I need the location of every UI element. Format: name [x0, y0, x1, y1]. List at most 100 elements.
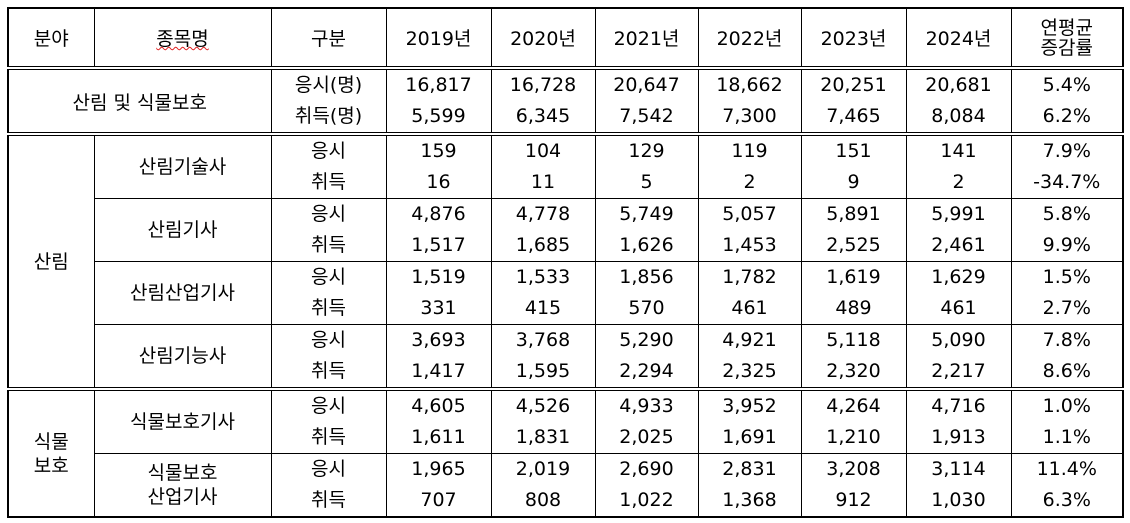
- value-cell: 4,605 1,611: [385, 388, 492, 454]
- cell-line: 1,517: [411, 234, 466, 256]
- header-cell: 2023년: [800, 7, 907, 70]
- header-cell: 종목명: [93, 7, 272, 70]
- cell-line: 4,876: [411, 203, 466, 225]
- header-line: 증감률: [1040, 36, 1093, 59]
- cell-line: 2.7%: [1042, 297, 1091, 319]
- value-cell: 2,831 1,368: [697, 453, 802, 518]
- value-cell: 2,690 1,022: [594, 453, 699, 518]
- cell-line: 8,084: [931, 105, 986, 127]
- value-cell: 3,114 1,030: [905, 453, 1012, 518]
- cell-line: 1,533: [515, 266, 571, 288]
- cell-line: 1.1%: [1042, 426, 1091, 448]
- item-cell: 산림기사: [93, 198, 272, 262]
- cell-line: 9.9%: [1042, 234, 1091, 256]
- value-cell: 18,662 7,300: [697, 67, 802, 136]
- cell-line: 3,768: [515, 329, 571, 351]
- item-line: 산림기사: [147, 219, 218, 241]
- cell-line: 취득: [311, 426, 346, 448]
- field-line: 산림: [33, 250, 69, 273]
- value-cell: 3,952 1,691: [697, 388, 802, 454]
- cell-line: 1.0%: [1042, 395, 1091, 417]
- cell-line: 1,453: [722, 234, 777, 256]
- item-cell: 산림기능사: [93, 324, 272, 391]
- cell-line: 2: [952, 171, 965, 193]
- value-cell: 1,519 331: [385, 261, 492, 325]
- header-cell: 2021년: [594, 7, 699, 70]
- cell-line: 9: [847, 171, 860, 193]
- value-cell: 5,118 2,320: [800, 324, 907, 391]
- cell-line: 2,025: [619, 426, 674, 448]
- cell-line: 2: [743, 171, 756, 193]
- cell-line: 141: [940, 140, 977, 162]
- label-cell: 산림 및 식물보호: [7, 67, 272, 136]
- cell-line: 20,681: [925, 74, 992, 96]
- cell-line: -34.7%: [1033, 171, 1101, 193]
- cell-line: 570: [628, 297, 665, 319]
- value-cell: 4,778 1,685: [490, 198, 596, 262]
- value-cell: 3,693 1,417: [385, 324, 492, 391]
- cell-line: 응시: [311, 203, 346, 225]
- cell-line: 1,022: [619, 489, 674, 511]
- cell-line: 2,019: [515, 458, 571, 480]
- cell-line: 1,831: [515, 426, 571, 448]
- value-cell: 4,876 1,517: [385, 198, 492, 262]
- cell-line: 2,294: [619, 360, 674, 382]
- cell-line: 20,251: [820, 74, 887, 96]
- cell-line: 707: [420, 489, 457, 511]
- value-cell: 4,933 2,025: [594, 388, 699, 454]
- cell-line: 461: [940, 297, 977, 319]
- item-line: 산림산업기사: [130, 282, 235, 304]
- cell-line: 3,693: [411, 329, 466, 351]
- cell-line: 취득: [311, 360, 346, 382]
- item-row: 식물보호 산업기사 응시 취득 1,965 707 2,019 808 2,690 1,022 2,…: [8, 453, 1124, 518]
- cell-line: 808: [524, 489, 562, 511]
- cell-line: 5: [640, 171, 653, 193]
- cell-line: 1,691: [722, 426, 777, 448]
- cell-line: 3,208: [826, 458, 881, 480]
- cell-line: 2,320: [826, 360, 881, 382]
- cell-line: 16,728: [509, 74, 577, 96]
- cell-line: 1,856: [619, 266, 674, 288]
- value-cell: 1,629 461: [905, 261, 1012, 325]
- cell-line: 1,030: [931, 489, 986, 511]
- cell-line: 16,817: [405, 74, 472, 96]
- value-cell: 5,891 2,525: [800, 198, 907, 262]
- item-line: 산림기술사: [138, 156, 227, 178]
- cell-line: 912: [835, 489, 872, 511]
- cell-line: 129: [628, 140, 665, 162]
- item-cell: 식물보호 산업기사: [93, 453, 272, 518]
- item-row: 산림산업기사 응시 취득 1,519 331 1,533 415 1,856 570 1,782 4…: [8, 261, 1124, 325]
- value-cell: 20,647 7,542: [594, 67, 699, 136]
- cell-line: 5,991: [931, 203, 986, 225]
- cell-line: 151: [835, 140, 872, 162]
- cell-line: 331: [420, 297, 457, 319]
- cell-line: 7,300: [722, 105, 777, 127]
- cell-line: 1,619: [826, 266, 881, 288]
- cell-line: 7.8%: [1042, 329, 1091, 351]
- field-cell: 산림: [7, 133, 95, 391]
- cell-line: 11: [530, 171, 556, 193]
- cell-line: 7,465: [826, 105, 881, 127]
- value-cell: 1,965 707: [385, 453, 492, 518]
- cell-line: 1,913: [931, 426, 986, 448]
- cell-line: 6.2%: [1042, 105, 1091, 127]
- value-cell: 141 2: [905, 133, 1012, 199]
- rate-cell: 1.5% 2.7%: [1010, 261, 1124, 325]
- table-body: 산림 및 식물보호 응시(명) 취득(명) 16,817 5,599 16,728 6,34…: [7, 67, 1124, 518]
- cell-line: 응시: [311, 329, 346, 351]
- rate-cell: 5.8% 9.9%: [1010, 198, 1124, 262]
- cell-line: 5,118: [826, 329, 881, 351]
- kind-cell: 응시 취득: [270, 261, 387, 325]
- cell-line: 16: [426, 171, 451, 193]
- cell-line: 8.6%: [1042, 360, 1091, 382]
- cell-line: 5,057: [722, 203, 777, 225]
- value-cell: 3,768 1,595: [490, 324, 596, 391]
- cell-line: 4,264: [826, 395, 881, 417]
- value-cell: 5,290 2,294: [594, 324, 699, 391]
- header-text: 종목명: [156, 28, 209, 50]
- item-row: 산림 산림기술사 응시 취득 159 16 104 11 129 5 119 2 151 9 141 2 7.9…: [7, 133, 1124, 391]
- value-cell: 1,856 570: [594, 261, 699, 325]
- cell-line: 2,461: [931, 234, 986, 256]
- item-cell: 산림기술사: [93, 133, 272, 199]
